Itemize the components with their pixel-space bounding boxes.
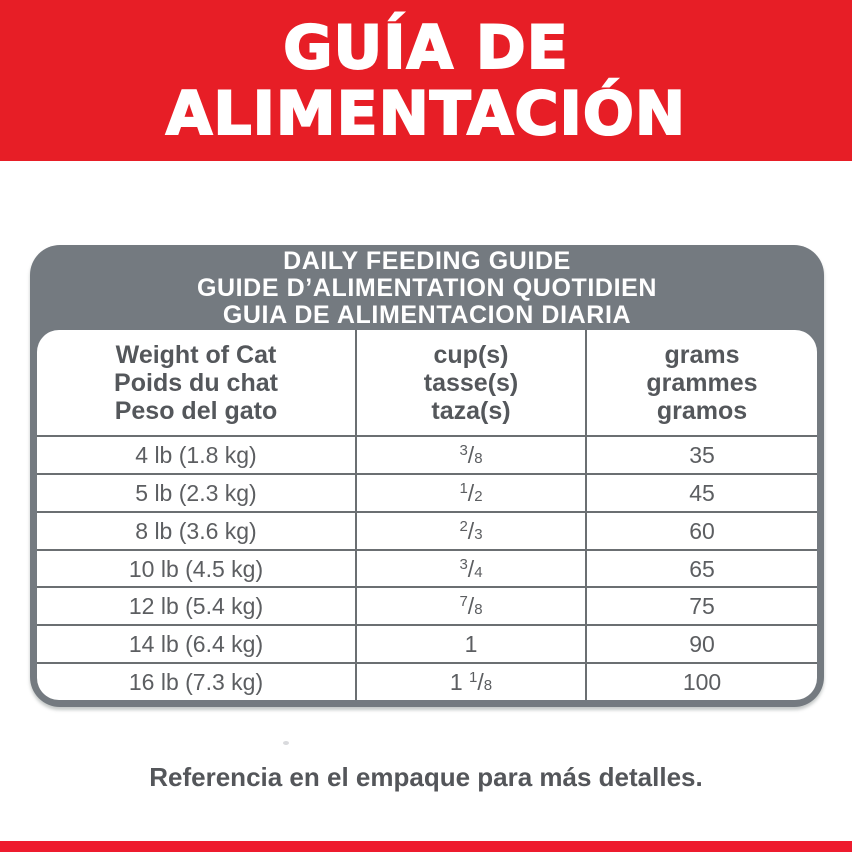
cups-cell-0-value: 3/8 (459, 441, 483, 468)
weight-cell-5-value: 14 lb (6.4 kg) (128, 631, 264, 658)
footer-note: Referencia en el empaque para más detall… (149, 762, 703, 792)
weight-cell-4: 12 lb (5.4 kg) (37, 588, 357, 625)
grams-cell-4-value: 75 (689, 593, 715, 620)
cups-cell-2-value: 2/3 (459, 517, 483, 544)
daily-feeding-guide-card: DAILY FEEDING GUIDE GUIDE D’ALIMENTATION… (30, 245, 824, 707)
column-header-1-line-2: taza(s) (431, 396, 511, 425)
grams-cell-0: 35 (587, 437, 817, 473)
weight-cell-3: 10 lb (4.5 kg) (37, 550, 357, 587)
column-header-0-line-0: Weight of Cat (115, 340, 277, 369)
column-header-2-line-2: gramos (656, 396, 748, 425)
weight-cell-2: 8 lb (3.6 kg) (37, 512, 357, 549)
bottom-red-strip (0, 841, 852, 852)
cups-cell-4-value: 7/8 (459, 593, 483, 620)
weight-cell-0-value: 4 lb (1.8 kg) (135, 441, 257, 468)
grams-cell-2-value: 60 (689, 517, 715, 544)
weight-cell-6-value: 16 lb (7.3 kg) (128, 669, 264, 696)
banner-title-line-2: ALIMENTACIÓN (165, 78, 687, 149)
column-header-0: Weight of Cat Poids du chat Peso del gato (37, 330, 357, 435)
cups-cell-5: 1 (357, 626, 587, 663)
column-header-2-line-1: grammes (646, 368, 758, 397)
feeding-table-body: 4 lb (1.8 kg) 3/8 35 5 lb (2.3 kg) 1/2 45 8 lb… (37, 435, 817, 700)
guide-header-en: DAILY FEEDING GUIDE (283, 247, 571, 275)
column-header-2-line-0: grams (664, 340, 740, 369)
table-row-3: 10 lb (4.5 kg) 3/4 65 (37, 548, 817, 587)
weight-cell-2-value: 8 lb (3.6 kg) (135, 517, 257, 544)
table-row-0: 4 lb (1.8 kg) 3/8 35 (37, 435, 817, 473)
banner-title-line-1: GUÍA DE (282, 12, 569, 83)
weight-cell-1: 5 lb (2.3 kg) (37, 474, 357, 511)
table-row-2: 8 lb (3.6 kg) 2/3 60 (37, 510, 817, 549)
weight-cell-0: 4 lb (1.8 kg) (37, 437, 357, 473)
guide-card-header: DAILY FEEDING GUIDE GUIDE D’ALIMENTATION… (30, 245, 824, 330)
cups-cell-4: 7/8 (357, 588, 587, 625)
grams-cell-1-value: 45 (689, 479, 715, 506)
grams-cell-0-value: 35 (689, 441, 715, 468)
table-row-4: 12 lb (5.4 kg) 7/8 75 (37, 586, 817, 625)
column-header-2: grams grammes gramos (587, 330, 817, 435)
cups-cell-3-value: 3/4 (459, 555, 483, 582)
cups-cell-5-value: 1 (464, 631, 478, 658)
column-header-0-line-2: Peso del gato (114, 396, 278, 425)
column-header-1: cup(s) tasse(s) taza(s) (357, 330, 587, 435)
weight-cell-3-value: 10 lb (4.5 kg) (128, 555, 264, 582)
cups-cell-0: 3/8 (357, 437, 587, 473)
weight-cell-5: 14 lb (6.4 kg) (37, 626, 357, 663)
grams-cell-5: 90 (587, 626, 817, 662)
table-row-5: 14 lb (6.4 kg) 1 90 (37, 624, 817, 663)
column-header-1-line-0: cup(s) (433, 340, 509, 369)
grams-cell-6: 100 (587, 664, 817, 700)
table-row-6: 16 lb (7.3 kg) 1 1/8 100 (37, 662, 817, 700)
grams-cell-1: 45 (587, 475, 817, 511)
guide-header-fr: GUIDE D’ALIMENTATION QUOTIDIEN (196, 274, 658, 302)
cups-cell-2: 2/3 (357, 512, 587, 549)
grams-cell-6-value: 100 (682, 669, 722, 696)
feeding-table: Weight of Cat Poids du chat Peso del gato c… (37, 330, 817, 700)
grams-cell-3: 65 (587, 551, 817, 587)
grams-cell-4: 75 (587, 588, 817, 624)
image-speck-artifact (283, 741, 289, 745)
weight-cell-6: 16 lb (7.3 kg) (37, 664, 357, 700)
grams-cell-2: 60 (587, 513, 817, 549)
feeding-guide-banner: GUÍA DE ALIMENTACIÓN (0, 0, 852, 161)
column-header-1-line-1: tasse(s) (423, 368, 519, 397)
cups-cell-1: 1/2 (357, 474, 587, 511)
feeding-table-header-row: Weight of Cat Poids du chat Peso del gato c… (37, 330, 817, 435)
cups-cell-3: 3/4 (357, 550, 587, 587)
grams-cell-3-value: 65 (689, 555, 715, 582)
weight-cell-4-value: 12 lb (5.4 kg) (128, 593, 264, 620)
table-row-1: 5 lb (2.3 kg) 1/2 45 (37, 472, 817, 511)
weight-cell-1-value: 5 lb (2.3 kg) (135, 479, 257, 506)
cups-cell-6-value: 1 1/8 (449, 669, 493, 696)
cups-cell-1-value: 1/2 (459, 479, 483, 506)
column-header-0-line-1: Poids du chat (114, 368, 278, 397)
cups-cell-6: 1 1/8 (357, 664, 587, 700)
guide-header-es: GUIA DE ALIMENTACION DIARIA (222, 301, 632, 329)
grams-cell-5-value: 90 (689, 631, 715, 658)
